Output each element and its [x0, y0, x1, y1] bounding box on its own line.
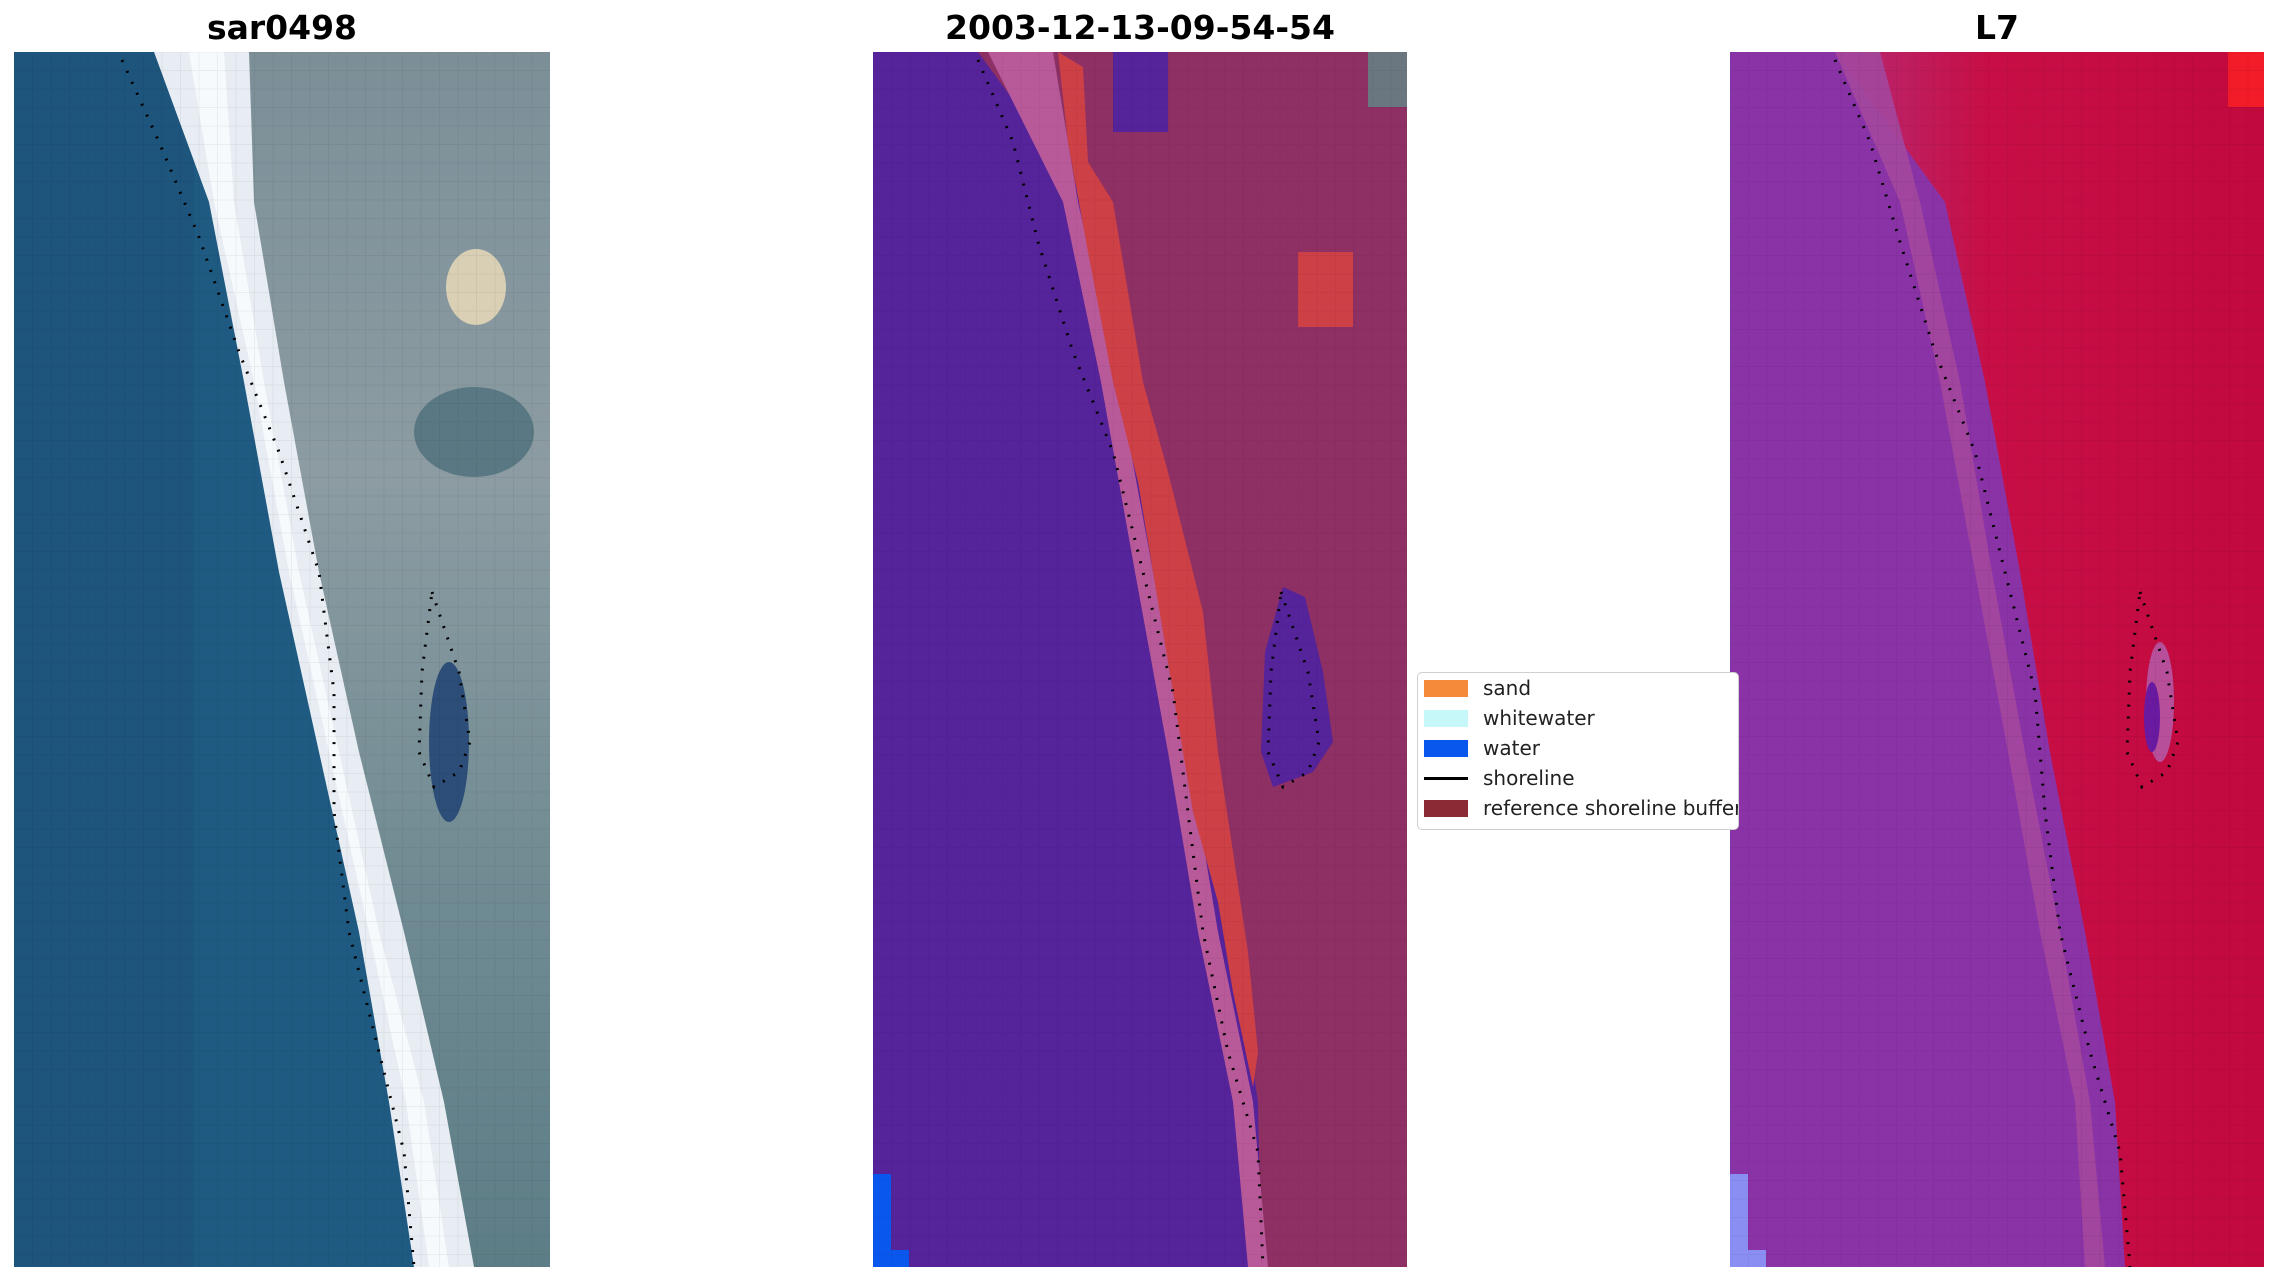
legend: sand whitewater water shoreline referenc…: [1417, 672, 1739, 830]
false-color-image: [1730, 52, 2264, 1267]
legend-item-reference-shoreline-buffer: reference shoreline buffer: [1424, 796, 1739, 820]
legend-label: sand: [1483, 676, 1532, 700]
legend-item-water: water: [1424, 736, 1540, 760]
swir-image-panel: L7: [1730, 0, 2264, 1283]
classification-panel-title: 2003-12-13-09-54-54: [945, 8, 1335, 47]
legend-item-sand: sand: [1424, 676, 1531, 700]
legend-label: shoreline: [1483, 766, 1575, 790]
classified-image: [873, 52, 1407, 1267]
legend-label: water: [1483, 736, 1540, 760]
legend-label: whitewater: [1483, 706, 1595, 730]
classification-panel: 2003-12-13-09-54-54: [873, 0, 1407, 1283]
buffer-swatch: [1424, 799, 1468, 817]
sand-swatch: [1424, 679, 1468, 697]
water-swatch: [1424, 739, 1468, 757]
swir-panel-title: L7: [1975, 8, 2019, 47]
rgb-satellite-image: [14, 52, 550, 1267]
shoreline: [976, 59, 1265, 1267]
legend-label: reference shoreline buffer: [1483, 796, 1739, 820]
legend-item-whitewater: whitewater: [1424, 706, 1595, 730]
shoreline-swatch: [1424, 776, 1468, 780]
legend-item-shoreline: shoreline: [1424, 766, 1575, 790]
rgb-image-panel: sar0498: [14, 0, 550, 1283]
rgb-panel-title: sar0498: [206, 8, 358, 47]
whitewater-swatch: [1424, 709, 1468, 727]
